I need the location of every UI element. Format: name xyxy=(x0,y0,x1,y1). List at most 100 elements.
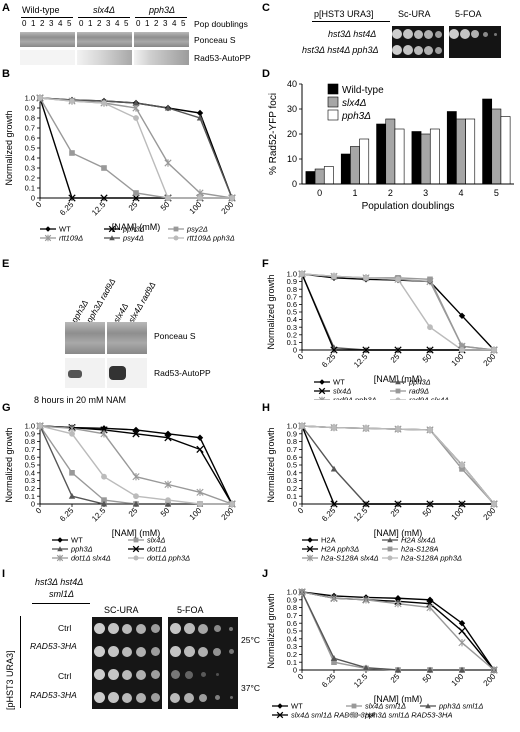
y-tick-label: 0.8 xyxy=(25,114,35,123)
legend-marker xyxy=(45,226,51,232)
y-tick-label: 0.5 xyxy=(287,308,297,317)
legend-marker xyxy=(387,537,393,543)
series-line-wt xyxy=(39,425,233,505)
plasmid-label-c: p[HST3 URA3] xyxy=(314,9,374,19)
y-axis-title: Normalized growth xyxy=(266,593,276,668)
growth-spot xyxy=(423,45,433,55)
legend-label: psy4Δ xyxy=(122,234,144,243)
data-point-pph3-sml1-rad53-3ha xyxy=(426,603,434,612)
series-line-dot1-slx4 xyxy=(39,425,233,505)
growth-spot xyxy=(459,29,470,39)
data-point-rad9-slx4 xyxy=(331,273,337,280)
data-point-pph3 xyxy=(132,194,140,202)
legend-label: h2a-S128A pph3Δ xyxy=(401,554,462,563)
data-point-rtt109-pph3 xyxy=(101,100,107,106)
legend-label: WT xyxy=(333,378,345,387)
legend-label: rad9Δ xyxy=(409,387,429,396)
data-point-rtt109-pph3 xyxy=(229,195,235,201)
x-tick-label: 200 xyxy=(220,506,236,522)
tp-2: 2 xyxy=(40,19,45,28)
panel-label-j: J xyxy=(262,568,269,580)
data-point-dot1-slx4 xyxy=(164,480,172,489)
strain-c-1: hst3Δ hst4Δ xyxy=(328,29,377,39)
strain-label-slx4: slx4Δ xyxy=(93,5,116,15)
data-point-dot1-pph3 xyxy=(165,497,171,503)
tp-4: 4 xyxy=(172,19,177,28)
data-point-rad9-slx4 xyxy=(363,274,369,281)
rad53-blot-e1 xyxy=(65,358,105,388)
ponceau-blot-slx4 xyxy=(77,32,132,47)
y-tick-label: 0.4 xyxy=(287,634,297,643)
rad53-blot-e2 xyxy=(107,358,147,388)
bar-pph3-2 xyxy=(394,128,405,185)
data-point-pph3 xyxy=(68,194,76,202)
growth-spot xyxy=(93,692,105,703)
y-tick-label: 0.9 xyxy=(287,277,297,286)
growth-spot xyxy=(150,647,160,656)
bar-pph3-0 xyxy=(323,166,334,185)
data-point-slx4 xyxy=(426,346,434,354)
data-point-h2a-s128a-pph3 xyxy=(395,426,401,433)
data-point-pph3 xyxy=(100,500,108,507)
growth-spot xyxy=(183,623,195,634)
bar-wild-type-4 xyxy=(446,111,457,185)
series-line-slx4 xyxy=(39,425,232,505)
legend-marker xyxy=(395,397,401,400)
growth-spot xyxy=(93,669,105,680)
tp-2: 2 xyxy=(97,19,102,28)
media-i-5foa: 5-FOA xyxy=(177,605,204,615)
rad53-blot-pph3 xyxy=(134,50,189,65)
legend-label: rtt109Δ pph3Δ xyxy=(187,234,235,243)
x-tick-label: 200 xyxy=(482,506,498,522)
panel-label-c: C xyxy=(262,2,270,14)
rad53-label-e: Rad53-AutoPP xyxy=(154,368,211,378)
growth-spot xyxy=(107,646,119,657)
data-point-h2a-pph3 xyxy=(394,500,402,508)
bar-wild-type-1 xyxy=(340,153,351,185)
y-tick-label: 0.6 xyxy=(287,453,297,462)
growth-spot xyxy=(423,29,433,39)
growth-spot xyxy=(402,45,413,55)
legend-marker xyxy=(133,555,139,561)
x-tick-label: 50 xyxy=(421,672,434,685)
temp-37: 37°C xyxy=(241,683,260,693)
legend-marker xyxy=(387,555,393,561)
series-line-dot1-pph3 xyxy=(39,425,232,505)
legend-label: slx4Δ xyxy=(333,387,351,396)
data-point-pph3-sml1 xyxy=(426,666,434,673)
y-tick-label: 0.9 xyxy=(287,429,297,438)
data-point-slx4-sml1-rad53-3ha xyxy=(458,627,466,635)
x-tick-label: 200 xyxy=(482,672,498,688)
legend-swatch xyxy=(327,109,339,121)
x-tick-label: 0 xyxy=(296,672,306,682)
row-i-2: RAD53-3HA xyxy=(30,641,77,651)
ponceau-label-e: Ponceau S xyxy=(154,331,196,341)
data-point-dot1-slx4 xyxy=(100,430,108,438)
legend-label: pph3Δ xyxy=(122,225,145,234)
y-tick-label: 0.8 xyxy=(287,603,297,612)
plate-i-scura xyxy=(92,617,162,709)
legend-marker xyxy=(319,379,325,385)
legend-label: rad9Δ slx4Δ xyxy=(409,396,449,400)
plasmid-label-i: [pHST3 URA3] xyxy=(5,650,15,710)
panel-label-h: H xyxy=(262,402,270,414)
lane-e-3: slx4Δ xyxy=(111,301,131,325)
chart-h: 00.10.20.30.40.50.60.70.80.91.00 6.25 12.5… xyxy=(266,422,498,563)
growth-spot xyxy=(107,692,119,703)
y-tick-label: 30 xyxy=(287,104,297,114)
y-tick-label: 0.7 xyxy=(287,292,297,301)
growth-spot xyxy=(229,696,233,699)
data-point-rad9-slx4 xyxy=(427,324,433,331)
legend-label: WT xyxy=(71,536,83,545)
ponceau-blot-pph3 xyxy=(134,32,189,47)
growth-spot xyxy=(229,626,233,631)
x-tick-label: 100 xyxy=(188,506,204,522)
data-point-rad9-slx4 xyxy=(299,271,305,277)
data-point-dot1-slx4 xyxy=(68,424,76,433)
bar-pph3-5 xyxy=(500,116,511,185)
growth-spot xyxy=(449,29,460,39)
data-point-rtt109-pph3 xyxy=(197,195,203,201)
growth-spot xyxy=(213,625,221,632)
legend-label: WT xyxy=(59,225,71,234)
legend-label: slx4Δ sml1Δ RAD53-3HA xyxy=(291,711,375,720)
